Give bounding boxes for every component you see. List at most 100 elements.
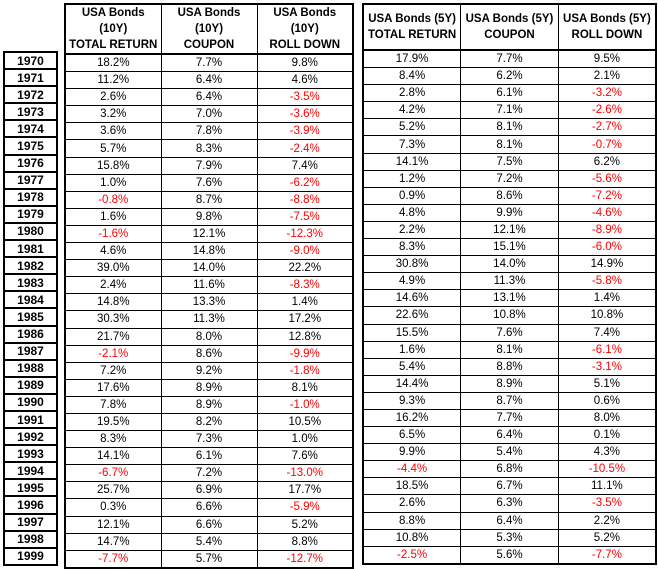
value-cell: 18.2%	[64, 53, 162, 73]
table-row: -0.8% 8.7% -8.8%	[64, 190, 354, 209]
table-row: 22.6% 10.8% 10.8%	[362, 306, 657, 325]
value-cell: 14.0%	[160, 259, 258, 278]
table-row: 0.3% 6.6% -5.9%	[64, 498, 354, 517]
value-cell: 9.9%	[362, 443, 462, 462]
year-row: 1981	[3, 239, 58, 259]
value-cell: 4.2%	[362, 101, 462, 120]
value-cell: 17.6%	[64, 378, 162, 397]
table-row: 12.1% 6.6% 5.2%	[64, 515, 354, 534]
value-cell: -6.0%	[557, 238, 657, 257]
year-cell: 1997	[3, 512, 58, 532]
year-cell: 1977	[3, 170, 58, 190]
value-cell: 6.9%	[160, 481, 258, 500]
value-cell: 6.4%	[460, 511, 559, 530]
table-row: 14.4% 8.9% 5.1%	[362, 374, 657, 393]
value-cell: -9.9%	[256, 344, 354, 363]
header-line-2: COUPON	[484, 29, 535, 41]
year-row: 1991	[3, 409, 58, 430]
value-cell: 9.8%	[256, 53, 354, 73]
year-cell: 1970	[3, 50, 58, 71]
table-row: 30.3% 11.3% 17.2%	[64, 310, 354, 329]
header-line-1: USA Bonds (5Y)	[563, 13, 651, 25]
year-row: 1980	[3, 221, 58, 242]
value-cell: 5.6%	[460, 545, 559, 565]
year-row: 1977	[3, 170, 58, 190]
value-cell: 7.4%	[557, 323, 657, 342]
year-cell: 1992	[3, 427, 58, 447]
year-cell: 1999	[3, 546, 58, 566]
value-cell: 8.6%	[460, 186, 559, 205]
header-row: USA Bonds (5Y) TOTAL RETURN USA Bonds (5…	[362, 3, 657, 51]
table-row: -2.5% 5.6% -7.7%	[362, 545, 657, 565]
table-row: 1.6% 8.1% -6.1%	[362, 340, 657, 359]
value-cell: 8.8%	[460, 357, 559, 376]
table-row: -7.7% 5.7% -12.7%	[64, 549, 354, 569]
value-cell: -8.9%	[557, 220, 657, 240]
value-cell: 7.9%	[160, 156, 258, 175]
value-cell: 10.8%	[557, 306, 657, 325]
year-row: 1983	[3, 273, 58, 293]
value-cell: -3.5%	[557, 494, 657, 513]
value-cell: -4.6%	[557, 203, 657, 222]
value-cell: 11.6%	[160, 276, 258, 295]
value-cell: -6.1%	[557, 340, 657, 359]
value-cell: -3.6%	[256, 105, 354, 124]
table-row: 1.6% 9.8% -7.5%	[64, 207, 354, 226]
value-cell: 7.2%	[64, 361, 162, 380]
value-cell: 1.4%	[256, 293, 354, 312]
value-cell: 8.2%	[160, 412, 258, 432]
value-cell: 5.2%	[362, 118, 462, 137]
value-cell: -7.2%	[557, 186, 657, 205]
value-cell: 6.4%	[460, 426, 559, 445]
bonds-5y-table: USA Bonds (5Y) TOTAL RETURN USA Bonds (5…	[362, 3, 657, 565]
year-row: 1997	[3, 512, 58, 532]
value-cell: 8.3%	[362, 238, 462, 257]
year-row: 1994	[3, 461, 58, 481]
value-cell: 1.0%	[64, 173, 162, 192]
value-cell: 2.6%	[362, 494, 462, 513]
table-row: 17.6% 8.9% 8.1%	[64, 378, 354, 397]
value-cell: 10.8%	[362, 528, 462, 547]
table-row: 16.2% 7.7% 8.0%	[362, 408, 657, 428]
value-cell: 6.3%	[460, 494, 559, 513]
header-line-2: COUPON	[183, 39, 235, 51]
header-line-2: TOTAL RETURN	[69, 39, 158, 51]
table-row: 30.8% 14.0% 14.9%	[362, 255, 657, 274]
year-row: 1986	[3, 324, 58, 344]
table-row: 1.2% 7.2% -5.6%	[362, 169, 657, 188]
value-cell: 5.2%	[256, 515, 354, 534]
value-cell: 8.9%	[160, 395, 258, 414]
value-cell: 8.0%	[557, 408, 657, 428]
header-line-1: USA Bonds (10Y)	[273, 7, 337, 35]
table-row: 5.7% 8.3% -2.4%	[64, 139, 354, 158]
year-cell: 1971	[3, 68, 58, 88]
year-cell: 1972	[3, 85, 58, 105]
year-row: 1995	[3, 478, 58, 498]
value-cell: 4.6%	[64, 242, 162, 261]
value-cell: 8.7%	[160, 190, 258, 209]
year-cell: 1998	[3, 529, 58, 549]
value-cell: 21.7%	[64, 327, 162, 346]
value-cell: 0.3%	[64, 498, 162, 517]
value-cell: -2.4%	[256, 139, 354, 158]
value-cell: -7.5%	[256, 207, 354, 226]
value-cell: 0.6%	[557, 391, 657, 410]
year-cell: 1982	[3, 256, 58, 276]
value-cell: 11.3%	[160, 310, 258, 329]
value-cell: 14.7%	[64, 532, 162, 551]
value-cell: -1.6%	[64, 224, 162, 244]
value-cell: 17.9%	[362, 49, 462, 69]
value-cell: 30.3%	[64, 310, 162, 329]
value-cell: 1.6%	[362, 340, 462, 359]
year-cell: 1978	[3, 187, 58, 207]
value-cell: 14.8%	[160, 242, 258, 261]
column-header-5y-total-return: USA Bonds (5Y) TOTAL RETURN	[362, 3, 462, 51]
year-cell: 1988	[3, 358, 58, 378]
table-row: 7.2% 9.2% -1.8%	[64, 361, 354, 380]
table-row: 39.0% 14.0% 22.2%	[64, 259, 354, 278]
value-cell: 4.3%	[557, 443, 657, 462]
value-cell: 5.4%	[362, 357, 462, 376]
table-row: -2.1% 8.6% -9.9%	[64, 344, 354, 363]
value-cell: 14.1%	[64, 447, 162, 466]
value-cell: -6.7%	[64, 464, 162, 483]
